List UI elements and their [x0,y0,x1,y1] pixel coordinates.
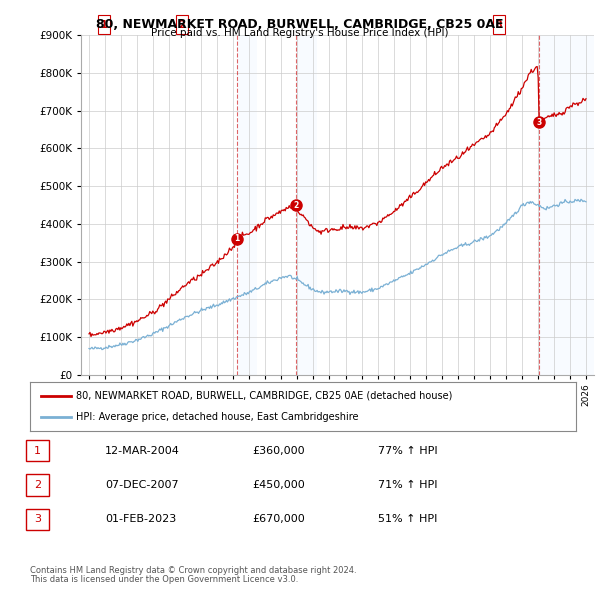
Text: Price paid vs. HM Land Registry's House Price Index (HPI): Price paid vs. HM Land Registry's House … [151,28,449,38]
Text: HPI: Average price, detached house, East Cambridgeshire: HPI: Average price, detached house, East… [76,412,359,422]
Text: 07-DEC-2007: 07-DEC-2007 [105,480,179,490]
Text: 80, NEWMARKET ROAD, BURWELL, CAMBRIDGE, CB25 0AE (detached house): 80, NEWMARKET ROAD, BURWELL, CAMBRIDGE, … [76,391,453,401]
FancyBboxPatch shape [176,15,188,34]
Text: 2: 2 [179,19,185,30]
Text: £360,000: £360,000 [252,446,305,455]
Text: 2: 2 [34,480,41,490]
Text: 80, NEWMARKET ROAD, BURWELL, CAMBRIDGE, CB25 0AE: 80, NEWMARKET ROAD, BURWELL, CAMBRIDGE, … [96,18,504,31]
FancyBboxPatch shape [98,15,110,34]
Text: 51% ↑ HPI: 51% ↑ HPI [378,514,437,524]
Text: 3: 3 [496,19,503,30]
Text: Contains HM Land Registry data © Crown copyright and database right 2024.: Contains HM Land Registry data © Crown c… [30,566,356,575]
Text: 77% ↑ HPI: 77% ↑ HPI [378,446,437,455]
FancyBboxPatch shape [493,15,505,34]
Bar [539,35,594,375]
Text: 1: 1 [234,234,239,244]
Text: 1: 1 [101,19,107,30]
Text: 2: 2 [293,201,299,209]
Text: 3: 3 [536,117,542,127]
Text: 12-MAR-2004: 12-MAR-2004 [105,446,180,455]
Text: 01-FEB-2023: 01-FEB-2023 [105,514,176,524]
Text: 1: 1 [34,446,41,455]
Text: £450,000: £450,000 [252,480,305,490]
Text: £670,000: £670,000 [252,514,305,524]
Text: 3: 3 [34,514,41,524]
Text: This data is licensed under the Open Government Licence v3.0.: This data is licensed under the Open Gov… [30,575,298,584]
Bar [236,35,257,375]
Bar [296,35,317,375]
Text: 71% ↑ HPI: 71% ↑ HPI [378,480,437,490]
